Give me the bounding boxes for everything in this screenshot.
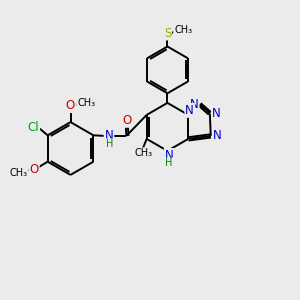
Text: S: S — [164, 26, 171, 40]
Text: N: N — [213, 129, 222, 142]
Text: H: H — [106, 139, 113, 149]
Text: CH₃: CH₃ — [77, 98, 95, 108]
Text: CH₃: CH₃ — [174, 25, 192, 35]
Text: O: O — [122, 114, 131, 127]
Text: H: H — [165, 158, 173, 169]
Text: N: N — [190, 98, 199, 111]
Text: N: N — [165, 149, 173, 162]
Text: O: O — [66, 99, 75, 112]
Text: N: N — [212, 107, 221, 120]
Text: N: N — [105, 129, 113, 142]
Text: N: N — [185, 104, 194, 117]
Text: CH₃: CH₃ — [10, 167, 28, 178]
Text: O: O — [29, 163, 39, 176]
Text: Cl: Cl — [28, 121, 39, 134]
Text: CH₃: CH₃ — [134, 148, 152, 158]
